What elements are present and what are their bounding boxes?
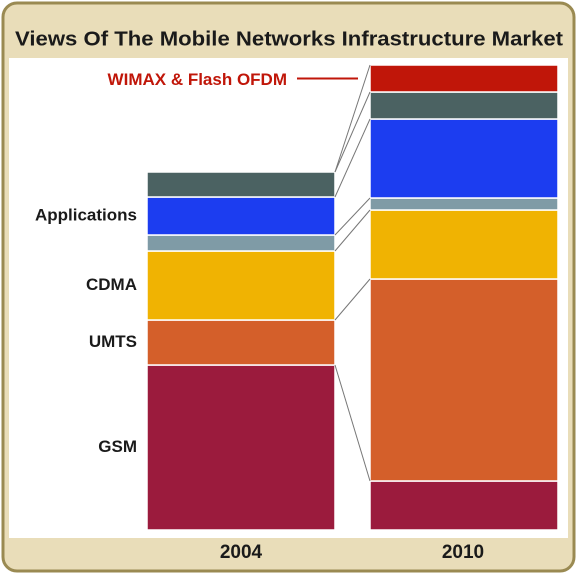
series-label: Applications (35, 205, 137, 224)
connector (334, 209, 371, 252)
bar-segment (369, 209, 559, 280)
bar-segment (146, 364, 336, 531)
bar-segment (369, 64, 559, 93)
connector (334, 91, 371, 173)
series-label: GSM (98, 437, 137, 456)
bar-segment (146, 319, 336, 366)
connector (334, 197, 371, 236)
bar-segment (369, 278, 559, 482)
x-tick-label: 2010 (442, 542, 484, 563)
series-label: CDMA (86, 275, 137, 294)
bar-segment (146, 171, 336, 198)
bar-segment (146, 234, 336, 252)
bar-segment (369, 91, 559, 120)
bar-segment (369, 118, 559, 199)
connector (334, 64, 371, 173)
connector (334, 278, 371, 321)
series-label: UMTS (89, 332, 137, 351)
chart-title: Views Of The Mobile Networks Infrastruct… (15, 28, 563, 50)
x-tick-label: 2004 (220, 542, 263, 563)
connector (334, 118, 371, 198)
bar-segment (369, 480, 559, 531)
connector (334, 364, 371, 482)
series-label: WIMAX & Flash OFDM (108, 70, 287, 89)
bar-segment (146, 250, 336, 321)
bar-segment (146, 196, 336, 236)
bar-segment (369, 197, 559, 211)
